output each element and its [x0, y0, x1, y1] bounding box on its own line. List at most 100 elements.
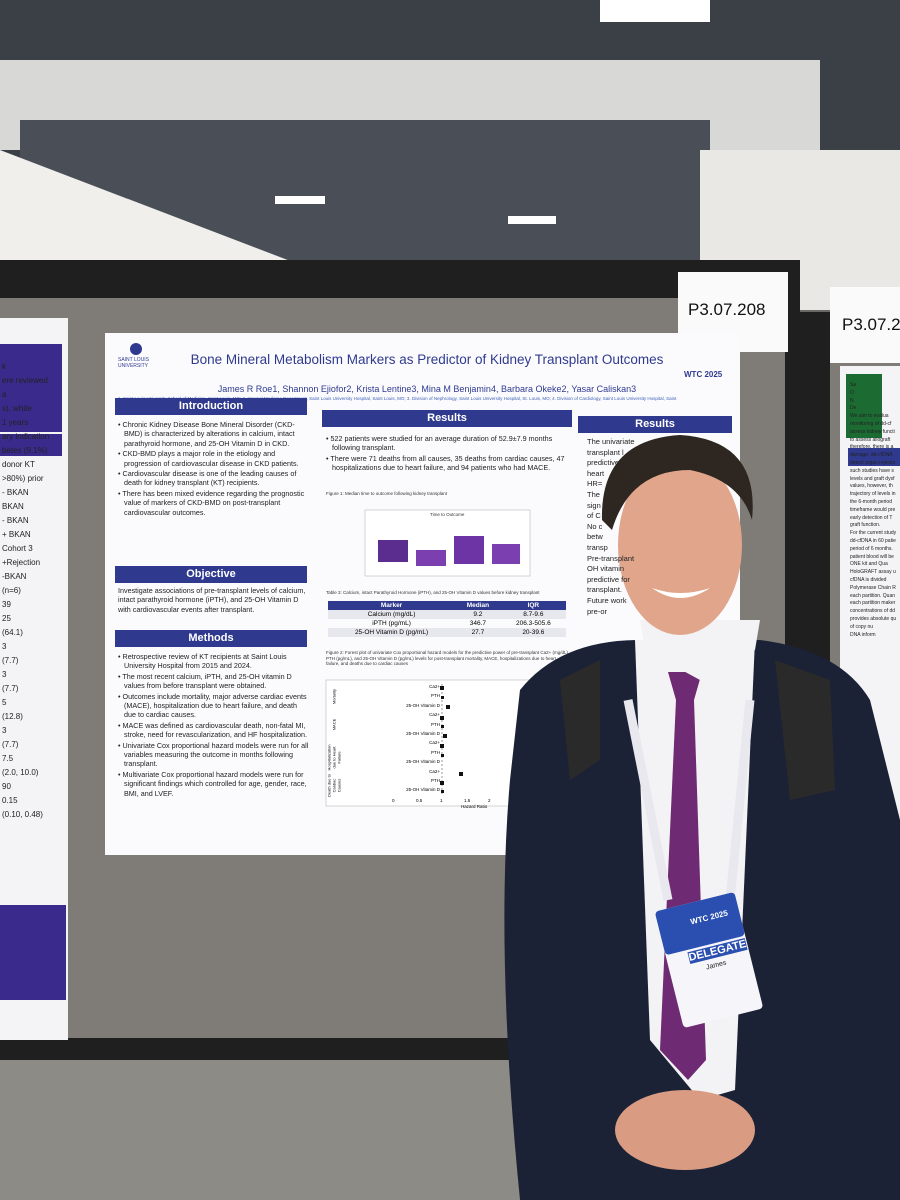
text-fragment: ary indication	[2, 432, 50, 441]
text-fragment: (7.7)	[2, 740, 19, 749]
text-fragment: Cohort 3	[2, 544, 33, 553]
forest-row-label: Ca2+	[429, 740, 440, 746]
forest-row-label: 25-OH Vitamin D	[406, 787, 440, 793]
text-fragment: graft function.	[850, 522, 881, 529]
text-fragment: transplant l	[587, 447, 624, 457]
text-fragment: Polymerase Chain R	[850, 584, 896, 591]
box	[378, 540, 408, 562]
fragments: The univariate transplant l predictive hear…	[587, 437, 635, 617]
fragments: k ere reviewed a s), white 1 years ary indica…	[2, 360, 49, 822]
text-fragment: The univariate	[587, 437, 635, 446]
text-fragment: k	[2, 362, 6, 371]
text-fragment: 3	[2, 726, 7, 735]
forest-points	[440, 686, 463, 793]
text-fragment: - BKAN	[2, 488, 29, 497]
text-fragment: each partition maker	[850, 600, 896, 607]
text-fragment: We aim to evalua	[850, 413, 889, 420]
badge-top	[655, 892, 745, 955]
table-cell: 27.7	[455, 628, 501, 637]
right-poster-logo	[846, 374, 882, 438]
table-cell: 9.2	[455, 610, 501, 619]
collar	[640, 620, 760, 680]
figure-caption: Figure 2: Forest plot of univariate Cox …	[326, 650, 570, 666]
bullet: Cardiovascular disease is one of the lea…	[118, 469, 308, 488]
objective-text: Investigate associations of pre-transpla…	[118, 586, 306, 614]
text-fragment: of C	[587, 511, 601, 521]
figure-caption: Figure 1: Median time to outcome followi…	[326, 491, 448, 496]
text-fragment: OH vitamin	[587, 564, 625, 574]
forest-row-label: 25-OH Vitamin D	[406, 759, 440, 765]
poster-authors: James R Roe1, Shannon Ejiofor2, Krista L…	[217, 384, 637, 394]
text-fragment: cfDNA is divided	[850, 576, 887, 583]
forest-row-label: 25-OH Vitamin D	[406, 731, 440, 736]
text-fragment: HoloGRAFT assay u	[850, 569, 896, 576]
text-fragment: levels and graft dysf	[850, 475, 895, 482]
text-fragment: damage. dd-cfDNA	[850, 452, 893, 459]
text-fragment: ere reviewed	[2, 376, 48, 385]
text-fragment: donor KT	[2, 460, 35, 469]
text-fragment: DNA inform	[850, 631, 876, 638]
fragments: Sa O N De We aim to evalua monitoring of dd-c…	[850, 382, 896, 639]
text-fragment: 7.5	[2, 754, 14, 763]
smile	[652, 588, 710, 598]
text-fragment: De	[850, 405, 857, 412]
light	[600, 0, 710, 22]
text-fragment: (2.0, 10.0)	[2, 768, 39, 777]
text-fragment: heart	[587, 468, 605, 478]
forest-row-label: PTH	[431, 749, 440, 755]
wall-left	[0, 150, 340, 280]
backpack-strap	[560, 660, 600, 780]
text-fragment: trajectory of levels in	[850, 491, 896, 498]
text-fragment: to assess allograft	[850, 436, 891, 443]
bullet: Retrospective review of KT recipients at…	[118, 652, 310, 671]
table-body: Calcium (mg/dL) 9.2 8.7-9.6 iPTH (pg/mL) 346…	[328, 610, 566, 637]
text-fragment: detect organ rejectio	[850, 459, 896, 466]
text-fragment: Future work	[587, 595, 627, 605]
text-fragment: 1 years	[2, 418, 29, 427]
text-fragment: O	[850, 389, 854, 396]
text-fragment: pre-or	[587, 606, 608, 616]
board-label-card	[830, 287, 900, 363]
poster-title: Bone Mineral Metabolism Markers as Predi…	[190, 352, 664, 367]
column-header: IQR	[500, 601, 566, 610]
bullet: There has been mixed evidence regarding …	[118, 489, 308, 517]
text-fragment: each partition. Quan	[850, 592, 896, 599]
forest-tick-label: 2	[488, 798, 491, 803]
text-fragment: sign	[587, 500, 601, 510]
text-fragment: Sa	[850, 382, 857, 388]
forest-row-label: PTH	[431, 693, 440, 699]
text-fragment: 3	[2, 642, 7, 651]
text-fragment: predictive	[587, 458, 620, 468]
table-caption: Table 3: Calcium, intact Parathyroid Hor…	[326, 590, 540, 595]
bullet: MACE was defined as cardiovascular death…	[118, 721, 310, 740]
table-row: Calcium (mg/dL) 9.2 8.7-9.6	[328, 610, 566, 619]
table-header: Marker Median IQR	[328, 601, 566, 610]
bullet: Multivariate Cox proportional hazard mod…	[118, 770, 310, 798]
text-fragment: +Rejection	[2, 558, 41, 567]
bullet: Univariate Cox proportional hazard model…	[118, 741, 310, 769]
bullet: 522 patients were studied for an average…	[326, 434, 571, 453]
forest-row-label: PTH	[431, 721, 440, 727]
table-cell: 206.3-505.6	[515, 620, 551, 627]
lanyard	[623, 699, 755, 901]
table-cell: Calcium (mg/dL)	[328, 610, 456, 619]
table-cell: 8.7-9.6	[500, 610, 566, 619]
forest-group-label: Hospitalization due to Heart Failure	[326, 744, 342, 771]
section-heading: Objective	[115, 566, 307, 583]
text-fragment: values, however, th	[850, 483, 893, 490]
text-fragment: 0.15	[2, 796, 18, 805]
box	[454, 536, 484, 564]
table-cell: 20-39.6	[500, 628, 566, 637]
table-row: iPTH (pg/mL) 346.7 206.3-505.6	[328, 619, 566, 628]
text-fragment: (64.1)	[2, 628, 23, 637]
text-fragment: betes (9.1%)	[2, 446, 48, 455]
text-fragment: The	[587, 489, 600, 499]
bullet: There were 71 deaths from all causes, 35…	[326, 454, 571, 473]
text-fragment: No c	[587, 521, 603, 531]
hands	[615, 1090, 755, 1170]
text-fragment: 39	[2, 600, 11, 609]
box	[416, 550, 446, 566]
text-fragment: >80%) prior	[2, 474, 44, 483]
